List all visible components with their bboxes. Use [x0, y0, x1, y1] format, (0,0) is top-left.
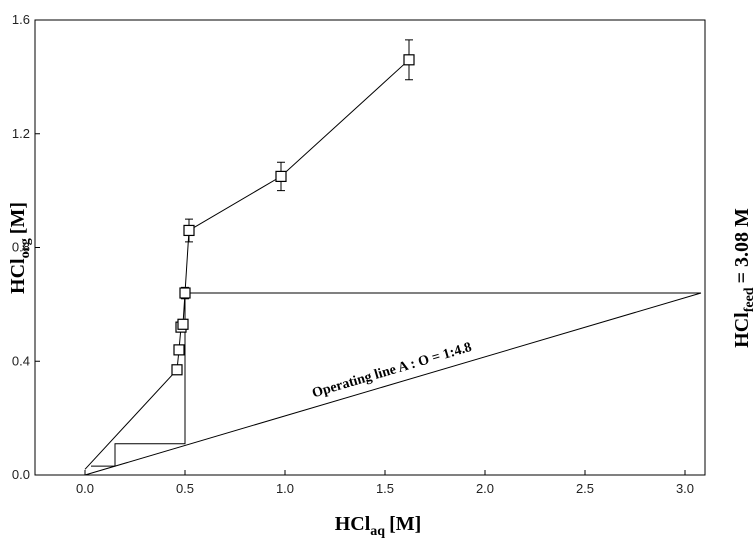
y-axis-label: HClorg[M] [7, 202, 33, 294]
x-tick-label: 1.0 [276, 481, 294, 496]
data-point [177, 318, 189, 330]
x-tick-label: 1.5 [376, 481, 394, 496]
feed-label: HClfeed= 3.08 M [731, 208, 754, 348]
data-point [275, 170, 287, 183]
data-point [179, 287, 191, 299]
x-tick-label: 0.0 [76, 481, 94, 496]
x-tick-label: 3.0 [676, 481, 694, 496]
y-tick-label: 1.6 [12, 12, 30, 27]
series-line [176, 59, 410, 370]
data-point [171, 364, 183, 376]
data-point [173, 344, 185, 356]
line [84, 292, 702, 476]
y-tick-label: 0.0 [12, 467, 30, 482]
data-point [183, 224, 195, 237]
line [84, 369, 178, 470]
line [91, 292, 701, 467]
y-tick-label: 0.8 [12, 240, 30, 255]
x-tick-label: 2.0 [476, 481, 494, 496]
x-tick-label: 2.5 [576, 481, 594, 496]
plot-frame [34, 19, 706, 476]
x-tick-label: 0.5 [176, 481, 194, 496]
x-axis-label: HClaq [M] [335, 513, 422, 539]
y-tick-label: 1.2 [12, 126, 30, 141]
y-tick-label: 0.4 [12, 353, 30, 368]
operating-line-label: Operating line A : O = 1:4.8 [311, 340, 474, 401]
data-point [403, 54, 415, 66]
